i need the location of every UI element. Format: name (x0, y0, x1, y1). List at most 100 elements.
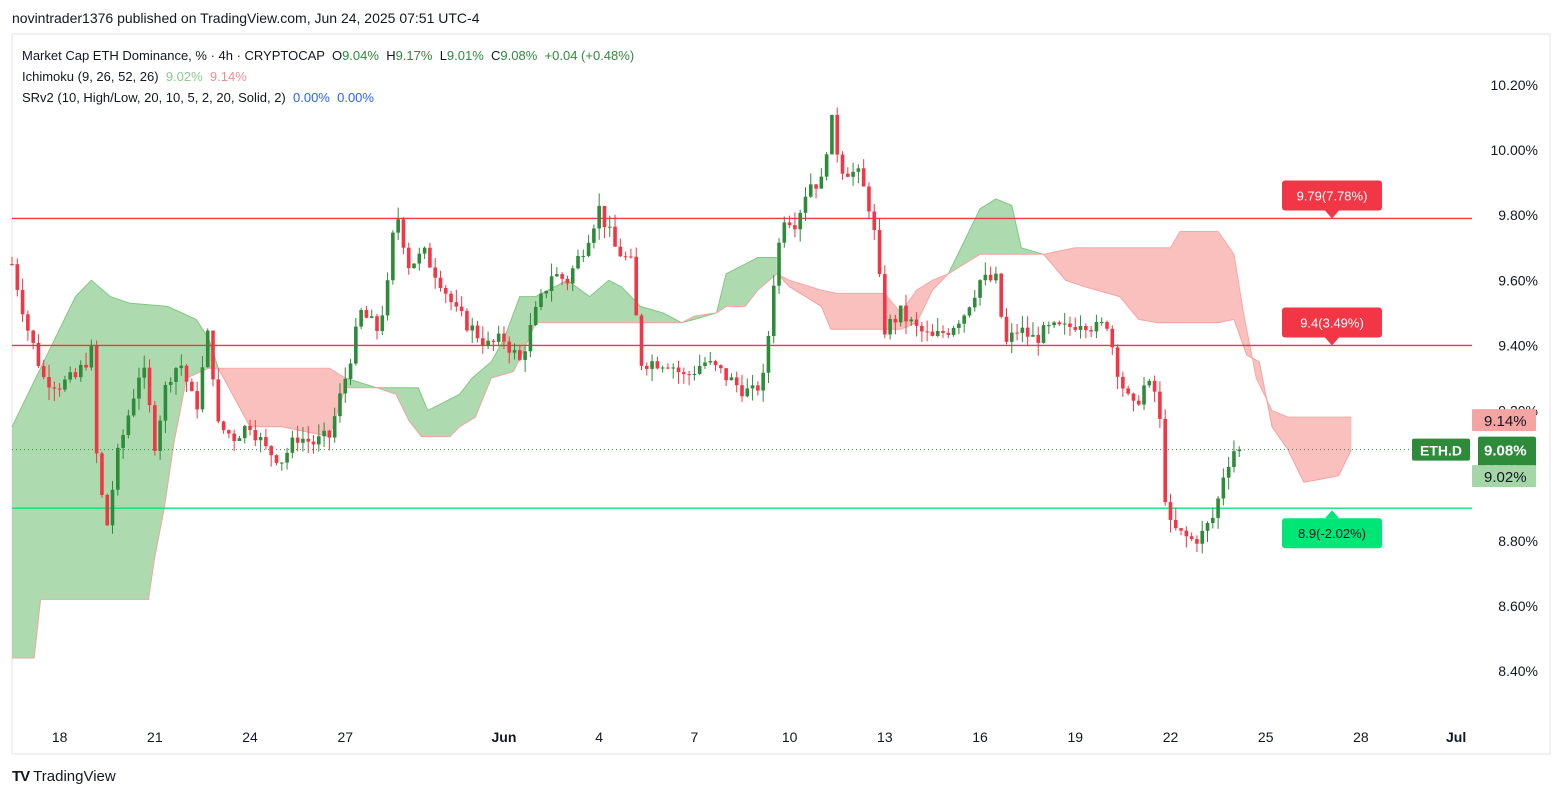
candle-86 (465, 308, 469, 333)
candle-body (195, 391, 199, 410)
candle-body (1004, 316, 1009, 342)
candle-144 (771, 275, 776, 344)
candle-body (639, 315, 644, 366)
candle-85 (459, 296, 464, 317)
candle-199 (1062, 313, 1067, 335)
candle-174 (930, 323, 935, 337)
candle-53 (290, 430, 295, 459)
level-label-pointer (1325, 510, 1339, 519)
candle-99 (533, 301, 538, 327)
candle-body (36, 342, 41, 367)
candle-body (486, 340, 490, 346)
y-tick-label: 8.40% (1498, 663, 1538, 679)
candle-body (666, 367, 670, 369)
candle-62 (338, 383, 342, 423)
legend-open-value: 9.04% (342, 48, 379, 63)
candle-5 (36, 334, 41, 369)
candle-70 (380, 305, 385, 335)
candle-225 (1200, 520, 1205, 554)
candle-187 (999, 272, 1004, 319)
candle-161 (861, 159, 866, 187)
cloud-span-a-3 (776, 273, 949, 314)
candle-24 (137, 367, 141, 410)
candle-96 (518, 345, 522, 362)
candle-90 (486, 331, 490, 350)
candle-130 (697, 354, 702, 376)
candle-body (105, 494, 110, 526)
candle-188 (1004, 308, 1009, 345)
candles[interactable] (10, 107, 1242, 554)
candle-body (1216, 498, 1220, 518)
candle-body (983, 274, 988, 281)
candle-body (518, 350, 522, 360)
candle-16 (94, 340, 99, 464)
level-label-1: 9.4(3.49%) (1282, 307, 1382, 346)
candle-128 (687, 370, 691, 386)
cloud-span-a-5 (1043, 231, 1352, 418)
candle-body (793, 225, 797, 230)
cloud-span-b-4 (948, 253, 1044, 275)
candle-216 (1152, 375, 1157, 403)
candle-222 (1184, 526, 1189, 548)
candle-body (459, 306, 464, 312)
candle-body (438, 277, 443, 289)
time-axis[interactable]: 18 21 24 27 Jun 4 7 10 13 16 19 22 25 28 Jul (52, 729, 1466, 745)
tradingview-footer[interactable]: TV TradingView (12, 768, 116, 785)
candle-55 (301, 426, 305, 452)
candle-145 (777, 238, 781, 294)
candle-body (158, 420, 162, 451)
x-tick-label: 19 (1067, 729, 1083, 745)
candle-116 (623, 251, 628, 261)
candle-32 (179, 354, 184, 376)
candle-body (1226, 467, 1231, 478)
legend-symbol-row[interactable]: Market Cap ETH Dominance, % · 4h · CRYPT… (22, 45, 634, 66)
candle-body (94, 345, 99, 454)
candle-57 (311, 435, 316, 454)
legend-symbol[interactable]: Market Cap ETH Dominance, % · 4h · CRYPT… (22, 48, 325, 63)
candle-body (1073, 327, 1078, 330)
candle-body (803, 196, 808, 213)
candle-54 (295, 425, 300, 452)
candle-body (1147, 380, 1152, 386)
candle-body (78, 364, 83, 378)
legend-srv2[interactable]: SRv2 (10, High/Low, 20, 10, 5, 2, 20, So… (22, 90, 286, 105)
candle-169 (904, 294, 908, 335)
legend-srv2-row[interactable]: SRv2 (10, High/Low, 20, 10, 5, 2, 20, So… (22, 87, 634, 108)
candle-body (1057, 322, 1062, 325)
candle-body (380, 315, 385, 331)
legend-close-label: C (491, 48, 501, 63)
candle-89 (480, 326, 485, 354)
candle-68 (369, 309, 374, 319)
candle-121 (650, 354, 654, 382)
candle-66 (359, 307, 363, 330)
candle-95 (512, 343, 517, 360)
candle-body (925, 331, 929, 333)
cloud-span-a-0 (11, 279, 219, 428)
candle-body (729, 377, 734, 381)
candle-body (211, 330, 215, 380)
candle-body (84, 364, 88, 368)
candle-body (798, 212, 802, 230)
candle-76 (412, 263, 416, 269)
candle-body (867, 186, 871, 212)
candle-body (708, 361, 713, 363)
y-tick-label: 8.80% (1498, 533, 1538, 549)
candle-body (909, 319, 914, 322)
candle-body (687, 374, 691, 376)
price-axis[interactable]: 10.20%10.00%9.80%9.60%9.40%9.20%8.80%8.6… (1491, 77, 1538, 679)
candle-body (295, 437, 300, 443)
legend-ichimoku-row[interactable]: Ichimoku (9, 26, 52, 26) 9.02% 9.14% (22, 66, 634, 87)
candle-body (565, 278, 570, 284)
legend-ichimoku[interactable]: Ichimoku (9, 26, 52, 26) (22, 69, 159, 84)
legend-change: +0.04 (+0.48%) (544, 48, 635, 63)
candle-127 (682, 367, 686, 384)
candle-body (1041, 325, 1046, 343)
x-tick-label: 25 (1258, 729, 1274, 745)
symbol-tag-box (1412, 438, 1470, 461)
candle-body (454, 302, 459, 307)
candle-2 (20, 278, 25, 322)
candle-94 (507, 336, 512, 364)
candle-body (52, 387, 57, 389)
candle-body (539, 293, 543, 307)
